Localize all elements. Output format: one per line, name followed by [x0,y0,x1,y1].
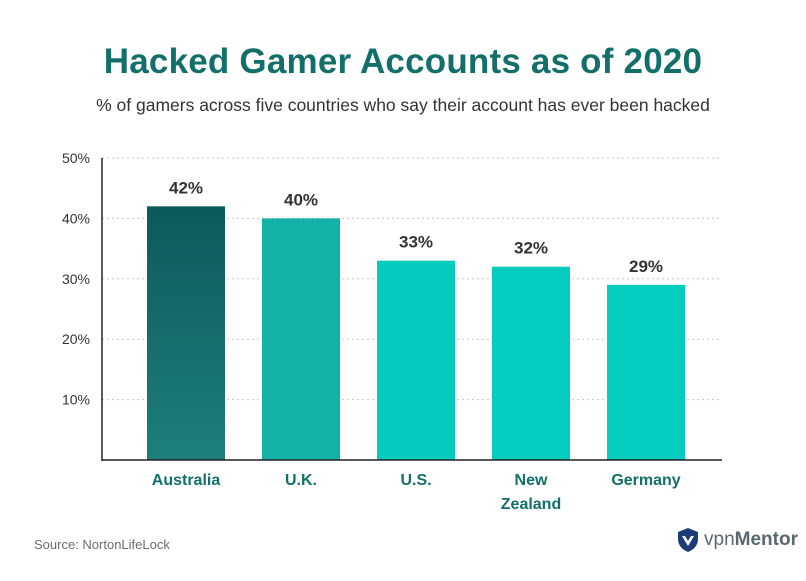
bar-value-label: 29% [629,257,663,276]
chart-title: Hacked Gamer Accounts as of 2020 [103,42,703,81]
category-label: Zealand [501,496,561,513]
category-label: Germany [611,472,680,489]
y-tick-label: 10% [62,392,90,408]
chart-subtitle: % of gamers across five countries who sa… [96,95,710,115]
bar-value-label: 42% [169,178,203,197]
y-tick-label: 40% [62,210,90,226]
bar-australia [147,206,225,460]
y-tick-label: 50% [62,150,90,166]
brand-name: vpnMentor [704,529,798,550]
bar-u-k- [262,218,340,460]
category-label: U.K. [285,472,317,489]
category-label: New [515,472,548,489]
labels: 10% 20% 30% 40% 50% 42% Australia 40% U.K. 33% U.S… [62,150,681,513]
y-tick-label: 30% [62,271,90,287]
source-note: Source: NortonLifeLock [34,537,170,552]
brand-logo: vpnMentor [676,527,798,553]
y-tick-label: 20% [62,331,90,347]
bar-value-label: 40% [284,190,318,209]
bar-u-s- [377,260,455,460]
bar-value-label: 33% [399,233,433,252]
bar-new-zealand [492,266,570,460]
category-label: Australia [152,472,221,489]
bar-value-label: 32% [514,239,548,258]
shield-icon [678,528,698,552]
category-label: U.S. [400,472,431,489]
bar-germany [607,284,685,460]
axes [101,158,722,461]
bars [147,206,685,460]
